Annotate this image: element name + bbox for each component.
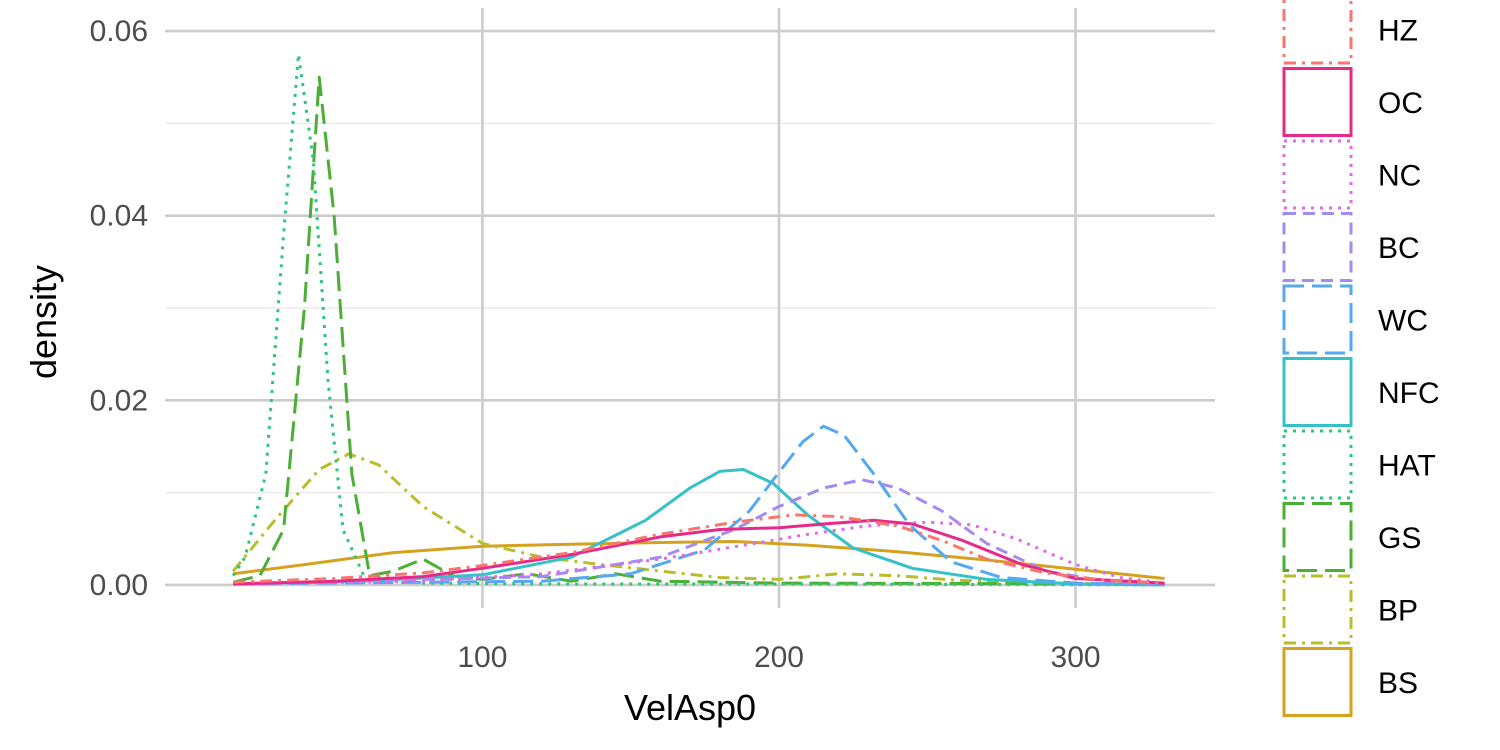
y-tick-label: 0.04 [90, 200, 148, 233]
legend-label-hz: HZ [1378, 15, 1418, 48]
x-tick-label: 300 [1051, 641, 1101, 674]
y-axis-ticks: 0.00 0.02 0.04 0.06 [90, 15, 148, 602]
x-axis-ticks: 100 200 300 [457, 641, 1100, 674]
y-tick-label: 0.06 [90, 15, 148, 48]
legend-key-nc [1282, 139, 1353, 210]
legend-label-bc: BC [1378, 232, 1420, 265]
legend-key-hat [1282, 429, 1353, 500]
series-layer [231, 52, 1165, 587]
density-line-hz [233, 513, 1165, 585]
legend-label-wc: WC [1378, 305, 1428, 338]
y-tick-label: 0.02 [90, 384, 148, 417]
legend-key-gs [1282, 502, 1353, 572]
density-line-nfc [233, 468, 1165, 587]
density-line-bs [233, 540, 1165, 580]
legend-key-nfc [1282, 357, 1353, 427]
density-line-oc [233, 518, 1165, 586]
y-axis-title: density [23, 265, 64, 379]
density-line-gs [232, 75, 1165, 586]
legend-label-nfc: NFC [1378, 377, 1440, 410]
legend-key-hz [1282, 0, 1353, 65]
legend-label-hat: HAT [1378, 450, 1436, 483]
density-line-hat [231, 52, 1165, 587]
legend-key-wc [1282, 284, 1353, 355]
legend-key-bc [1282, 212, 1353, 282]
legend-key-bp [1282, 574, 1353, 645]
x-tick-label: 100 [457, 641, 507, 674]
legend-label-nc: NC [1378, 160, 1421, 193]
legend-label-gs: GS [1378, 522, 1421, 555]
density-line-nc [233, 520, 1165, 586]
legend-key-bs [1282, 647, 1353, 717]
legend-label-bs: BS [1378, 667, 1418, 700]
legend-label-oc: OC [1378, 87, 1423, 120]
x-tick-label: 200 [754, 641, 804, 674]
density-line-bp [232, 452, 1165, 586]
density-line-bc [233, 478, 1165, 586]
legend: HZ OC NC BC WC NFC HAT GS BP BS [1282, 0, 1440, 717]
density-line-wc [233, 424, 1165, 587]
x-axis-title: VelAsp0 [624, 687, 756, 728]
legend-key-oc [1282, 67, 1353, 137]
y-tick-label: 0.00 [90, 569, 148, 602]
legend-label-bp: BP [1378, 595, 1418, 628]
